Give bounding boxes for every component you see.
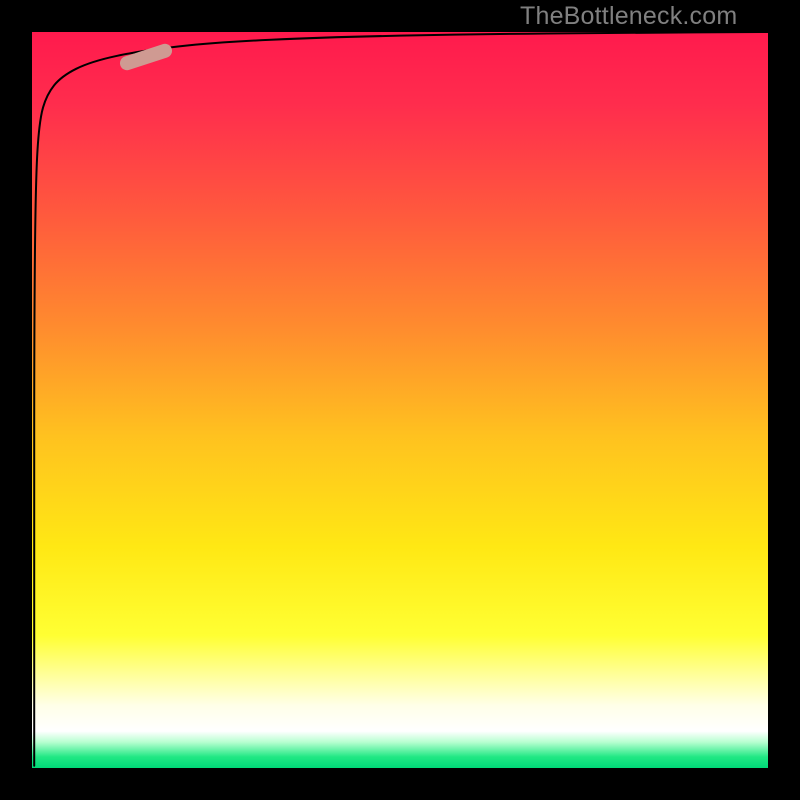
- watermark-text: TheBottleneck.com: [520, 2, 737, 31]
- frame-border-right: [768, 0, 800, 800]
- frame-border-left: [0, 0, 32, 800]
- plot-area: [32, 32, 768, 768]
- frame-border-bottom: [0, 768, 800, 800]
- chart-root: TheBottleneck.com: [0, 0, 800, 800]
- curve-line: [32, 32, 768, 768]
